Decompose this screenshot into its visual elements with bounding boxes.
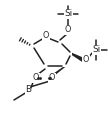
Text: Si: Si <box>64 9 72 18</box>
Text: O: O <box>43 31 49 41</box>
Polygon shape <box>50 67 65 76</box>
Text: O: O <box>33 73 39 83</box>
Polygon shape <box>72 53 83 63</box>
Text: Si: Si <box>92 45 100 54</box>
Text: O: O <box>65 26 71 35</box>
Text: O: O <box>83 55 89 65</box>
Text: B: B <box>25 85 31 95</box>
Text: O: O <box>49 73 55 83</box>
